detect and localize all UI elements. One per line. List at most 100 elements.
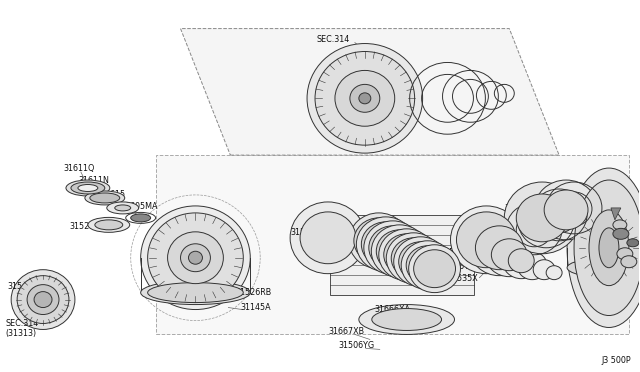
- Ellipse shape: [350, 84, 380, 112]
- Ellipse shape: [391, 238, 436, 279]
- Ellipse shape: [476, 226, 524, 270]
- Text: (31313): (31313): [5, 330, 36, 339]
- Text: 31506YG: 31506YG: [338, 341, 374, 350]
- Ellipse shape: [387, 233, 441, 283]
- Ellipse shape: [335, 70, 395, 126]
- Ellipse shape: [356, 217, 415, 272]
- Ellipse shape: [189, 251, 202, 264]
- Ellipse shape: [315, 51, 415, 145]
- Ellipse shape: [364, 221, 422, 275]
- Ellipse shape: [359, 93, 371, 104]
- Ellipse shape: [349, 213, 409, 269]
- Text: 31675: 31675: [575, 206, 600, 215]
- Ellipse shape: [115, 205, 131, 211]
- Ellipse shape: [371, 225, 428, 278]
- Ellipse shape: [413, 250, 456, 288]
- Text: 31535X: 31535X: [447, 274, 478, 283]
- Text: 31611A: 31611A: [573, 256, 604, 265]
- Ellipse shape: [95, 220, 123, 230]
- Ellipse shape: [516, 194, 568, 242]
- Ellipse shape: [567, 258, 640, 278]
- Text: 31506YF: 31506YF: [440, 262, 474, 271]
- Ellipse shape: [66, 180, 110, 196]
- Ellipse shape: [180, 244, 211, 272]
- Ellipse shape: [469, 220, 529, 276]
- Ellipse shape: [599, 228, 619, 268]
- Text: 31526RH: 31526RH: [573, 198, 610, 207]
- Ellipse shape: [574, 180, 640, 315]
- Text: 31667XB: 31667XB: [328, 327, 364, 336]
- Text: 31526RG: 31526RG: [460, 235, 497, 244]
- Text: 31605MA: 31605MA: [121, 202, 158, 211]
- Text: 31605M: 31605M: [587, 244, 619, 253]
- Ellipse shape: [384, 234, 429, 276]
- Ellipse shape: [613, 220, 627, 230]
- Ellipse shape: [300, 212, 356, 264]
- Ellipse shape: [613, 228, 629, 239]
- Text: 31645XA: 31645XA: [504, 204, 540, 213]
- Text: 31526RI: 31526RI: [69, 222, 102, 231]
- Ellipse shape: [533, 260, 555, 280]
- Text: J3 500P: J3 500P: [601, 356, 631, 365]
- Ellipse shape: [85, 191, 125, 205]
- Ellipse shape: [290, 202, 366, 274]
- Text: 31526R: 31526R: [577, 230, 608, 239]
- Ellipse shape: [406, 246, 449, 285]
- Ellipse shape: [11, 270, 75, 330]
- Ellipse shape: [589, 210, 629, 286]
- Ellipse shape: [627, 239, 639, 247]
- Ellipse shape: [141, 206, 250, 310]
- Bar: [330, 215, 474, 295]
- Ellipse shape: [456, 212, 516, 268]
- Ellipse shape: [90, 193, 120, 203]
- Ellipse shape: [71, 182, 105, 194]
- Ellipse shape: [534, 180, 598, 240]
- Ellipse shape: [401, 241, 454, 290]
- Ellipse shape: [168, 232, 223, 283]
- Text: 31615: 31615: [101, 190, 126, 199]
- Text: 31611Q: 31611Q: [63, 164, 94, 173]
- Ellipse shape: [78, 185, 98, 192]
- Ellipse shape: [359, 305, 454, 334]
- Ellipse shape: [451, 206, 522, 274]
- Text: 31666XA: 31666XA: [375, 305, 411, 314]
- Text: 31532YC: 31532YC: [290, 228, 325, 237]
- Ellipse shape: [409, 245, 460, 293]
- Text: 31611N: 31611N: [79, 176, 110, 185]
- Ellipse shape: [372, 308, 442, 330]
- Ellipse shape: [376, 230, 423, 273]
- Text: 31526RH: 31526RH: [531, 196, 568, 205]
- Ellipse shape: [492, 239, 527, 271]
- Ellipse shape: [148, 213, 243, 302]
- Ellipse shape: [517, 252, 547, 280]
- Ellipse shape: [399, 242, 442, 282]
- Ellipse shape: [544, 190, 588, 230]
- Ellipse shape: [502, 243, 540, 279]
- Ellipse shape: [617, 248, 633, 260]
- Ellipse shape: [369, 226, 417, 270]
- Ellipse shape: [485, 233, 533, 277]
- Text: 31649M: 31649M: [579, 268, 611, 277]
- Ellipse shape: [379, 229, 435, 280]
- Ellipse shape: [362, 222, 410, 267]
- Text: 31655XA: 31655XA: [429, 248, 466, 257]
- Text: SEC.314: SEC.314: [316, 35, 349, 44]
- Ellipse shape: [27, 285, 59, 314]
- Ellipse shape: [307, 44, 422, 153]
- Ellipse shape: [148, 283, 243, 302]
- Ellipse shape: [107, 202, 139, 214]
- Text: 31526RB: 31526RB: [236, 288, 271, 296]
- Text: 31525P: 31525P: [579, 218, 609, 227]
- Text: 31540M: 31540M: [7, 282, 39, 291]
- Text: 31145A: 31145A: [240, 302, 271, 312]
- Ellipse shape: [567, 168, 640, 327]
- Text: 31630: 31630: [218, 247, 243, 256]
- Ellipse shape: [17, 276, 69, 324]
- Polygon shape: [611, 208, 621, 220]
- Text: SEC.314: SEC.314: [5, 320, 38, 328]
- Ellipse shape: [621, 256, 637, 268]
- Ellipse shape: [504, 182, 580, 254]
- Polygon shape: [180, 29, 559, 155]
- Ellipse shape: [546, 266, 562, 280]
- Polygon shape: [156, 155, 629, 334]
